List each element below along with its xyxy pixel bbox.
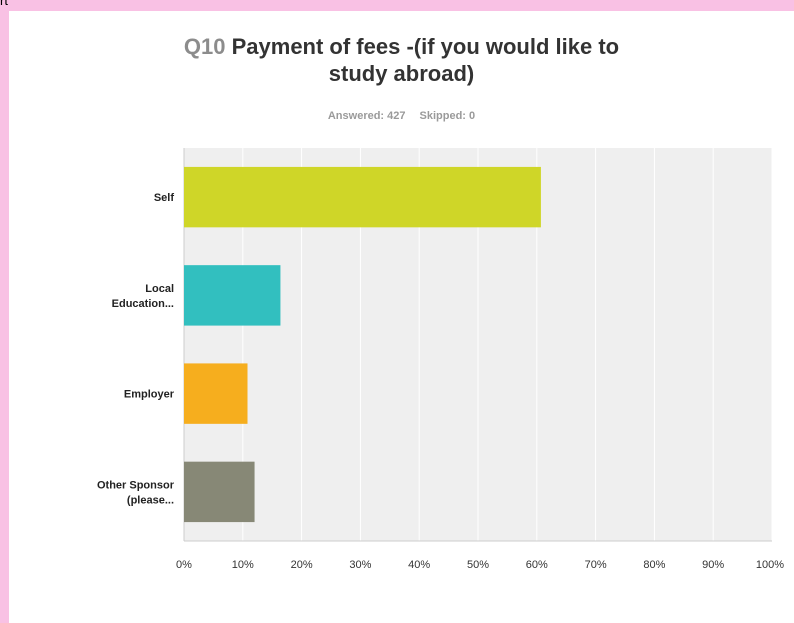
x-tick-label: 10% [232,559,254,571]
corner-text: rt [0,0,8,8]
x-tick-label: 60% [526,559,548,571]
survey-chart-card: Q10 Payment of fees -(if you would like … [9,11,794,623]
x-tick-label: 90% [702,559,724,571]
x-tick-label: 70% [585,559,607,571]
category-label: Education... [112,298,174,310]
category-label: Self [154,192,175,204]
response-stats: Answered: 427 Skipped: 0 [9,110,794,122]
x-tick-label: 30% [349,559,371,571]
bar [184,461,255,523]
x-tick-label: 40% [408,559,430,571]
answered-count: Answered: 427 [327,110,406,122]
category-label: Employer [124,389,175,401]
bar [184,166,541,228]
question-title-line1: Payment of fees -(if you would like to [231,34,620,59]
question-title: Q10 Payment of fees -(if you would like … [9,33,794,87]
x-tick-label: 20% [291,559,313,571]
x-tick-label: 80% [643,559,665,571]
bar [184,265,281,326]
question-number: Q10 [183,34,226,59]
category-label: (please... [127,494,174,506]
x-tick-label: 0% [176,559,192,571]
x-tick-label: 50% [467,559,489,571]
category-label: Other Sponsor [97,479,175,491]
category-label: Local [145,283,174,295]
question-title-line2: study abroad) [328,61,475,86]
bar [184,363,248,424]
x-tick-label: 100% [756,559,784,571]
skipped-count: Skipped: 0 [419,110,476,122]
bar-chart: 0% 10% 20% 30% 40% 50% 60% 70% 80% 90% 100% Self Loc… [97,148,784,571]
